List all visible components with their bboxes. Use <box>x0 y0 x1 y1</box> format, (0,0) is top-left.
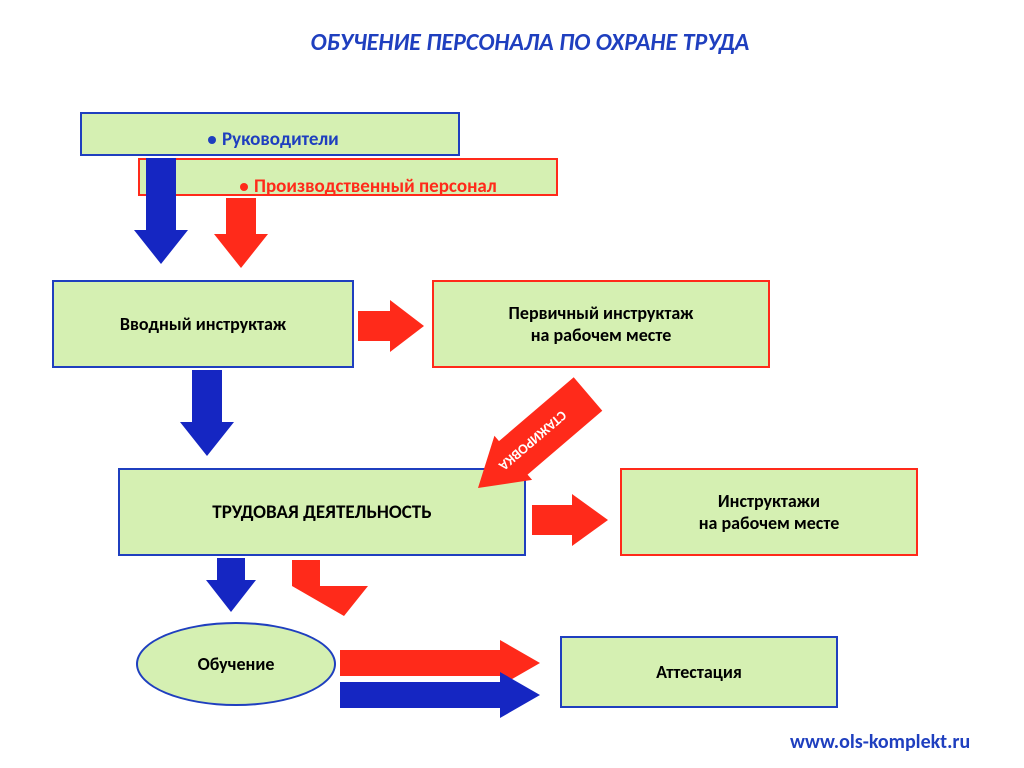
legend-label: Производственный персонал <box>254 175 497 198</box>
node-primary: Первичный инструктаж на рабочем месте <box>432 280 770 368</box>
arrow-intro-to-act <box>180 370 234 456</box>
legend-workers: Производственный персонал <box>240 175 497 198</box>
arrow-prim-to-act: СТАЖИРОВКА <box>464 377 603 504</box>
diagram-title: ОБУЧЕНИЕ ПЕРСОНАЛА ПО ОХРАНЕ ТРУДА <box>250 28 810 57</box>
node-workplace: Инструктажи на рабочем месте <box>620 468 918 556</box>
legend-label: Руководители <box>222 128 339 151</box>
node-cert: Аттестация <box>560 636 838 708</box>
arrow-intro-to-prim <box>358 300 424 352</box>
arrow-act-to-cert-r <box>292 560 368 616</box>
node-training: Обучение <box>136 622 336 706</box>
node-intro: Вводный инструктаж <box>52 280 354 368</box>
arrow-act-to-train <box>206 558 256 612</box>
legend-managers: Руководители <box>208 128 339 151</box>
bullet-dot-icon <box>240 183 248 191</box>
arrow-wrk-to-intro <box>214 198 268 268</box>
bullet-dot-icon <box>208 136 216 144</box>
node-activity: ТРУДОВАЯ ДЕЯТЕЛЬНОСТЬ <box>118 468 526 556</box>
arrow-mgr-to-intro <box>134 158 188 264</box>
arrow-label: СТАЖИРОВКА <box>464 377 603 504</box>
footer-link: www.ols-komplekt.ru <box>790 730 970 754</box>
arrow-act-to-wp <box>532 494 608 546</box>
arrow-train-to-cert2 <box>340 672 540 718</box>
